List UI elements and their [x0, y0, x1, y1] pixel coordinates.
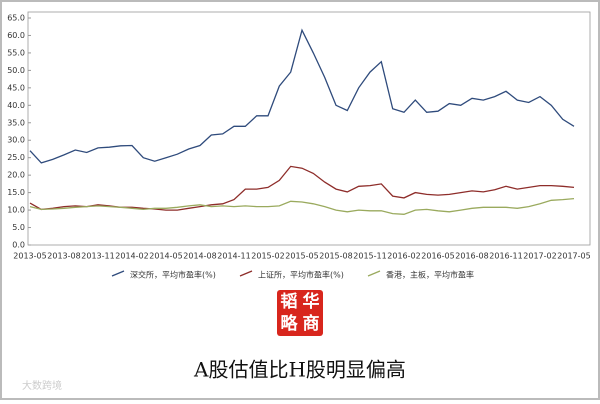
x-tick-label: 2013-05	[13, 252, 46, 261]
y-tick-label: 25.0	[7, 153, 25, 162]
x-tick-label: 2015-05	[285, 252, 318, 261]
x-tick-label: 2014-02	[115, 252, 148, 261]
x-tick-label: 2016-08	[455, 252, 488, 261]
legend-label: 深交所，平均市盈率(%)	[130, 270, 216, 280]
logo-char: 韬	[281, 292, 298, 312]
legend-swatch	[111, 270, 125, 277]
series-line	[29, 197, 575, 215]
x-tick-label: 2014-08	[183, 252, 216, 261]
legend-label: 香港，主板，平均市盈率	[386, 270, 474, 280]
x-tick-label: 2016-02	[387, 252, 420, 261]
watermark: 大数跨境	[22, 379, 62, 392]
y-tick-label: 50.0	[7, 66, 25, 75]
y-tick-label: 65.0	[7, 14, 25, 23]
y-tick-label: 55.0	[7, 48, 25, 57]
y-tick-label: 10.0	[7, 206, 25, 215]
x-tick-label: 2013-08	[47, 252, 80, 261]
x-tick-label: 2016-05	[421, 252, 454, 261]
x-tick-label: 2016-11	[489, 252, 522, 261]
logo-char: 略	[281, 313, 299, 334]
logo-char: 华	[303, 291, 320, 312]
series-line	[29, 28, 575, 164]
y-tick-label: 30.0	[7, 136, 25, 145]
y-tick-label: 40.0	[7, 101, 25, 110]
legend-label: 上证所，平均市盈率(%)	[258, 270, 344, 280]
x-tick-label: 2013-11	[81, 252, 114, 261]
x-tick-label: 2017-05	[557, 252, 590, 261]
legend-swatch	[367, 270, 381, 277]
legend-swatch	[239, 270, 253, 277]
y-tick-label: 60.0	[7, 31, 25, 40]
x-tick-label: 2015-02	[251, 252, 284, 261]
x-tick-label: 2015-08	[319, 252, 352, 261]
caption: A股估值比H股明显偏高	[193, 358, 406, 382]
plot-frame	[27, 11, 591, 246]
y-tick-label: 45.0	[7, 83, 25, 92]
y-tick-label: 35.0	[7, 118, 25, 127]
y-tick-label: 5.0	[12, 223, 25, 232]
logo-char: 商	[303, 313, 320, 334]
x-tick-label: 2014-05	[149, 252, 182, 261]
x-tick-label: 2014-11	[217, 252, 250, 261]
logo-badge	[277, 290, 323, 336]
y-tick-label: 15.0	[7, 188, 25, 197]
x-tick-label: 2015-11	[353, 252, 386, 261]
y-tick-label: 0.0	[12, 241, 25, 250]
x-tick-label: 2017-02	[523, 252, 556, 261]
y-tick-label: 20.0	[7, 171, 25, 180]
